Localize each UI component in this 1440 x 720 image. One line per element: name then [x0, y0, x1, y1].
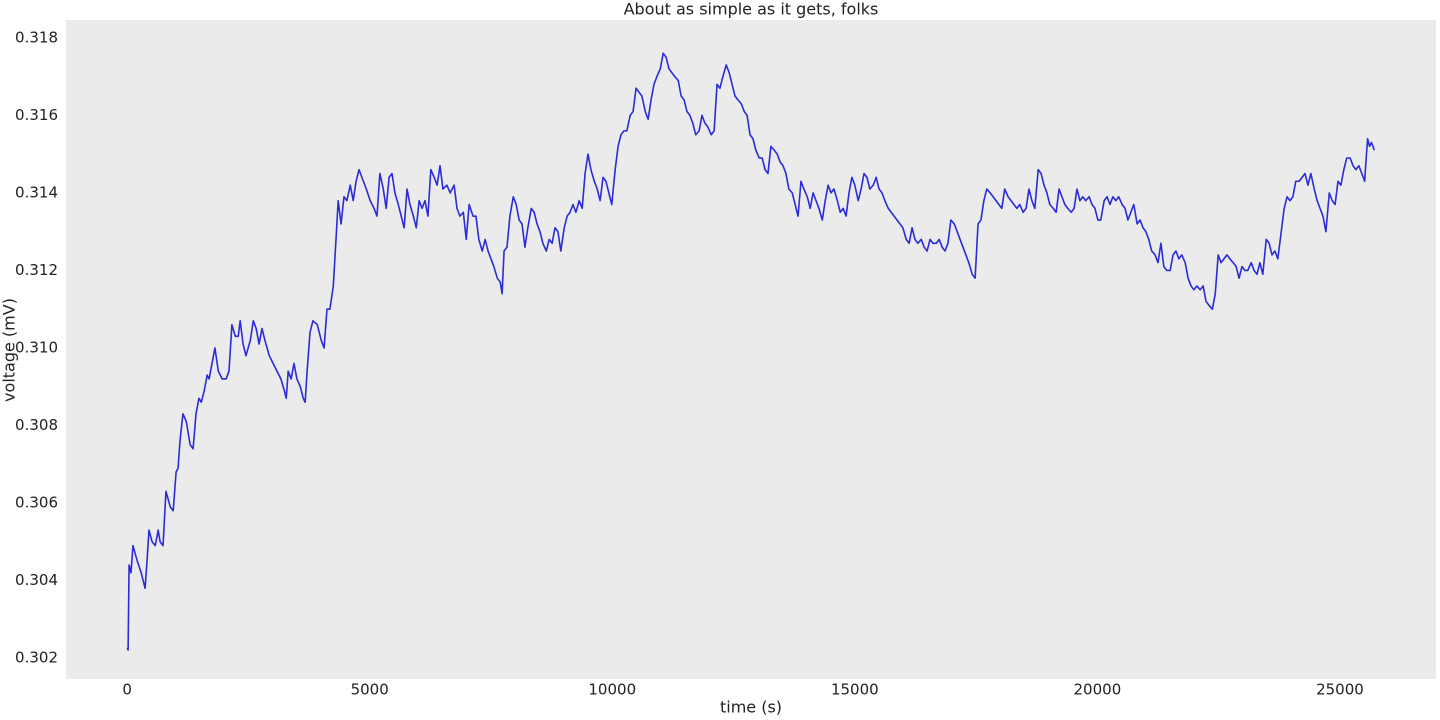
- plot-area: [66, 20, 1436, 679]
- y-tick-label: 0.304: [15, 571, 58, 589]
- y-axis-label: voltage (mV): [0, 298, 19, 402]
- x-tick-label: 0: [122, 681, 132, 699]
- y-tick-label: 0.318: [15, 28, 58, 46]
- x-tick-label: 15000: [831, 681, 879, 699]
- x-tick-label: 25000: [1316, 681, 1364, 699]
- y-tick-label: 0.306: [15, 494, 58, 512]
- x-tick-label: 20000: [1074, 681, 1122, 699]
- y-tick-label: 0.312: [15, 261, 58, 279]
- y-tick-label: 0.308: [15, 416, 58, 434]
- y-tick-label: 0.314: [15, 183, 58, 201]
- x-tick-label: 5000: [351, 681, 389, 699]
- y-tick-label: 0.316: [15, 106, 58, 124]
- y-tick-label: 0.310: [15, 338, 58, 356]
- y-tick-label: 0.302: [15, 649, 58, 667]
- chart-title: About as simple as it gets, folks: [624, 0, 879, 19]
- x-tick-label: 10000: [588, 681, 636, 699]
- data-line: [126, 52, 1376, 651]
- x-axis-label: time (s): [720, 698, 782, 717]
